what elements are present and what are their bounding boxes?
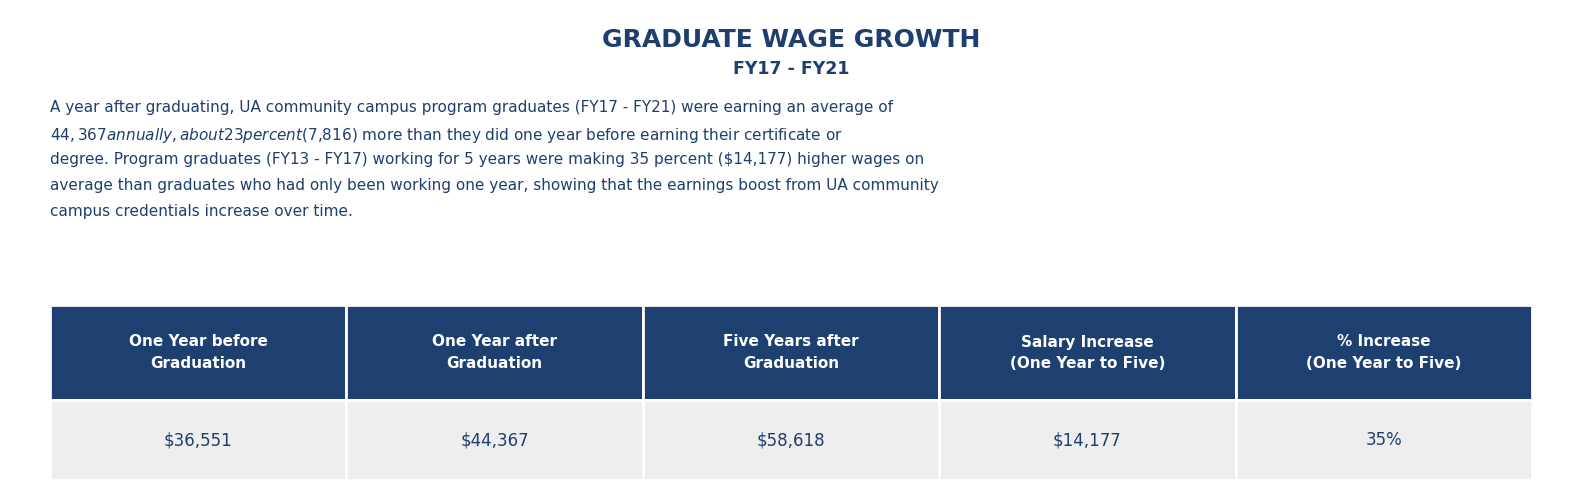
Bar [1236,400,1531,480]
Bar [940,305,1236,400]
Bar [940,400,1236,480]
Bar [346,400,642,480]
Bar [642,305,940,400]
Text: $44,367 annually, about 23 percent ($7,816) more than they did one year before e: $44,367 annually, about 23 percent ($7,8… [51,126,843,145]
Text: campus credentials increase over time.: campus credentials increase over time. [51,204,353,219]
Text: One Year before
Graduation: One Year before Graduation [128,335,267,371]
Text: $58,618: $58,618 [756,431,826,449]
Text: $44,367: $44,367 [460,431,528,449]
Text: One Year after
Graduation: One Year after Graduation [432,335,557,371]
Text: FY17 - FY21: FY17 - FY21 [732,60,850,78]
Bar [346,305,642,400]
Text: Five Years after
Graduation: Five Years after Graduation [723,335,859,371]
Text: Salary Increase
(One Year to Five): Salary Increase (One Year to Five) [1009,335,1164,371]
Bar [51,305,346,400]
Text: % Increase
(One Year to Five): % Increase (One Year to Five) [1307,335,1462,371]
Text: GRADUATE WAGE GROWTH: GRADUATE WAGE GROWTH [601,28,981,52]
Text: average than graduates who had only been working one year, showing that the earn: average than graduates who had only been… [51,178,938,193]
Text: $14,177: $14,177 [1054,431,1122,449]
Bar [51,400,346,480]
Bar [1236,305,1531,400]
Text: A year after graduating, UA community campus program graduates (FY17 - FY21) wer: A year after graduating, UA community ca… [51,100,892,115]
Text: $36,551: $36,551 [165,431,233,449]
Bar [642,400,940,480]
Text: degree. Program graduates (FY13 - FY17) working for 5 years were making 35 perce: degree. Program graduates (FY13 - FY17) … [51,152,924,167]
Text: 35%: 35% [1365,431,1402,449]
